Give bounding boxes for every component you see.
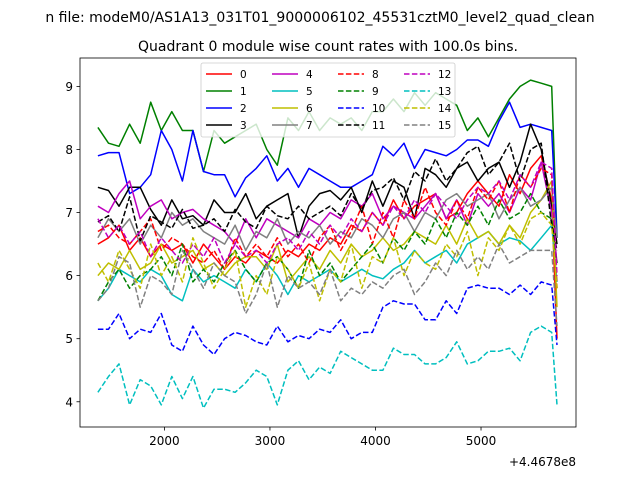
legend-label-10: 10: [372, 103, 385, 115]
x-offset-label: +4.4678e8: [509, 455, 576, 469]
legend-label-12: 12: [438, 69, 451, 81]
axes-frame: [79, 57, 577, 428]
legend-label-9: 9: [372, 86, 379, 98]
legend-label-15: 15: [438, 120, 451, 132]
chart-title: Quadrant 0 module wise count rates with …: [138, 39, 518, 55]
legend-label-13: 13: [438, 86, 451, 98]
y-tick-label: 8: [65, 143, 73, 157]
y-tick-label: 5: [65, 332, 73, 346]
chart-suptitle: n file: modeM0/AS1A13_031T01_9000006102_…: [45, 10, 594, 26]
y-tick-label: 9: [65, 80, 73, 94]
legend-label-7: 7: [306, 120, 313, 132]
series-line-11: [97, 142, 558, 251]
series-line-3: [97, 123, 558, 245]
x-tick-label: 2000: [149, 434, 180, 448]
y-tick-label: 6: [65, 269, 73, 283]
legend-label-3: 3: [240, 120, 247, 132]
plot-area: [97, 79, 558, 409]
x-tick-label: 5000: [466, 434, 497, 448]
series-line-0: [97, 155, 558, 339]
series-line-15: [97, 243, 558, 327]
legend-label-6: 6: [306, 103, 313, 115]
y-tick-label: 7: [65, 206, 73, 220]
x-tick-label: 4000: [360, 434, 391, 448]
legend-label-1: 1: [240, 86, 247, 98]
series-line-2: [97, 101, 558, 238]
y-tick-label: 4: [65, 395, 73, 409]
legend-box: [200, 62, 456, 138]
axes: 2000 3000 4000 5000 4 5 6 7 8 9: [65, 57, 577, 448]
legend-label-0: 0: [240, 69, 247, 81]
series-line-6: [97, 180, 558, 308]
legend-label-11: 11: [372, 120, 385, 132]
series-line-13: [97, 325, 558, 409]
series-line-14: [97, 211, 558, 308]
series-line-12: [97, 161, 558, 276]
legend-label-5: 5: [306, 86, 313, 98]
legend-label-2: 2: [240, 103, 247, 115]
legend-label-8: 8: [372, 69, 379, 81]
x-tick-label: 3000: [255, 434, 286, 448]
series-line-10: [97, 281, 558, 356]
legend-label-4: 4: [306, 69, 313, 81]
legend-label-14: 14: [438, 103, 452, 115]
